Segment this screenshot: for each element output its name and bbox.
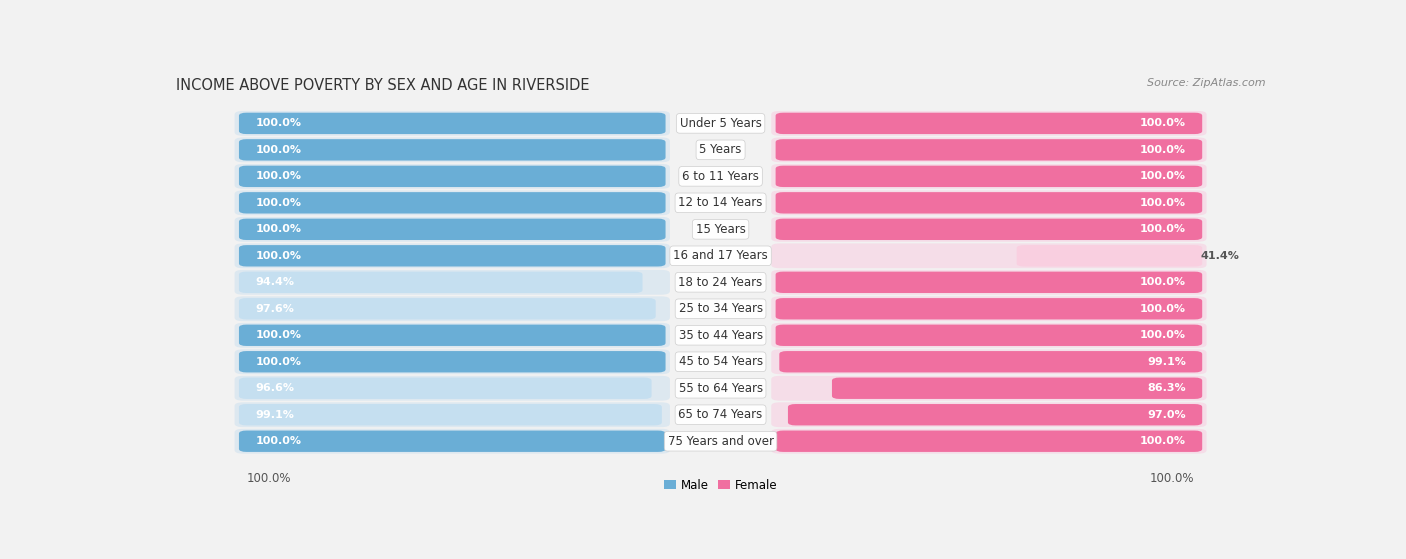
Text: 100.0%: 100.0% <box>256 145 301 155</box>
FancyBboxPatch shape <box>772 349 1206 374</box>
Text: 100.0%: 100.0% <box>1150 472 1195 485</box>
Text: 100.0%: 100.0% <box>1140 330 1185 340</box>
FancyBboxPatch shape <box>235 164 669 189</box>
FancyBboxPatch shape <box>776 139 1202 160</box>
FancyBboxPatch shape <box>776 113 1202 134</box>
FancyBboxPatch shape <box>235 217 669 241</box>
Text: 55 to 64 Years: 55 to 64 Years <box>679 382 762 395</box>
FancyBboxPatch shape <box>239 113 665 134</box>
FancyBboxPatch shape <box>239 404 662 425</box>
Text: 100.0%: 100.0% <box>256 330 301 340</box>
Text: 100.0%: 100.0% <box>1140 224 1185 234</box>
FancyBboxPatch shape <box>235 191 669 215</box>
FancyBboxPatch shape <box>239 325 665 346</box>
FancyBboxPatch shape <box>772 138 1206 162</box>
Text: INCOME ABOVE POVERTY BY SEX AND AGE IN RIVERSIDE: INCOME ABOVE POVERTY BY SEX AND AGE IN R… <box>176 78 589 93</box>
Text: 35 to 44 Years: 35 to 44 Years <box>679 329 762 342</box>
FancyBboxPatch shape <box>239 165 665 187</box>
Text: 75 Years and over: 75 Years and over <box>668 435 773 448</box>
FancyBboxPatch shape <box>787 404 1202 425</box>
FancyBboxPatch shape <box>235 138 669 162</box>
Text: 94.4%: 94.4% <box>256 277 294 287</box>
Text: 45 to 54 Years: 45 to 54 Years <box>679 356 762 368</box>
Text: 100.0%: 100.0% <box>256 357 301 367</box>
FancyBboxPatch shape <box>235 296 669 321</box>
Text: 97.6%: 97.6% <box>256 304 294 314</box>
FancyBboxPatch shape <box>239 298 655 320</box>
Text: 100.0%: 100.0% <box>256 198 301 208</box>
Text: 5 Years: 5 Years <box>699 143 742 157</box>
Text: 100.0%: 100.0% <box>1140 172 1185 181</box>
Text: 100.0%: 100.0% <box>246 472 291 485</box>
FancyBboxPatch shape <box>772 376 1206 401</box>
Text: 100.0%: 100.0% <box>256 172 301 181</box>
Text: 18 to 24 Years: 18 to 24 Years <box>679 276 762 289</box>
FancyBboxPatch shape <box>239 245 665 267</box>
Text: 86.3%: 86.3% <box>1147 383 1185 393</box>
FancyBboxPatch shape <box>776 272 1202 293</box>
Text: 100.0%: 100.0% <box>1140 277 1185 287</box>
FancyBboxPatch shape <box>239 377 651 399</box>
Text: 99.1%: 99.1% <box>1147 357 1185 367</box>
Text: 97.0%: 97.0% <box>1147 410 1185 420</box>
Text: 100.0%: 100.0% <box>256 436 301 446</box>
Text: 100.0%: 100.0% <box>256 224 301 234</box>
FancyBboxPatch shape <box>779 351 1202 372</box>
Text: 100.0%: 100.0% <box>1140 304 1185 314</box>
FancyBboxPatch shape <box>239 430 665 452</box>
FancyBboxPatch shape <box>235 402 669 427</box>
FancyBboxPatch shape <box>776 219 1202 240</box>
FancyBboxPatch shape <box>772 323 1206 348</box>
FancyBboxPatch shape <box>239 139 665 160</box>
FancyBboxPatch shape <box>772 402 1206 427</box>
FancyBboxPatch shape <box>772 191 1206 215</box>
Text: 16 and 17 Years: 16 and 17 Years <box>673 249 768 262</box>
FancyBboxPatch shape <box>772 164 1206 189</box>
FancyBboxPatch shape <box>772 217 1206 241</box>
FancyBboxPatch shape <box>235 376 669 401</box>
Legend: Male, Female: Male, Female <box>664 479 778 491</box>
FancyBboxPatch shape <box>239 351 665 372</box>
Text: 15 Years: 15 Years <box>696 223 745 236</box>
Text: 96.6%: 96.6% <box>256 383 294 393</box>
FancyBboxPatch shape <box>235 270 669 295</box>
FancyBboxPatch shape <box>772 296 1206 321</box>
Text: 100.0%: 100.0% <box>1140 145 1185 155</box>
FancyBboxPatch shape <box>776 325 1202 346</box>
FancyBboxPatch shape <box>235 111 669 136</box>
Text: 65 to 74 Years: 65 to 74 Years <box>679 408 762 421</box>
Text: Source: ZipAtlas.com: Source: ZipAtlas.com <box>1147 78 1265 88</box>
FancyBboxPatch shape <box>832 377 1202 399</box>
FancyBboxPatch shape <box>772 243 1206 268</box>
FancyBboxPatch shape <box>235 349 669 374</box>
FancyBboxPatch shape <box>1017 245 1202 267</box>
FancyBboxPatch shape <box>776 430 1202 452</box>
FancyBboxPatch shape <box>235 323 669 348</box>
FancyBboxPatch shape <box>239 272 643 293</box>
Text: 41.4%: 41.4% <box>1201 251 1239 261</box>
Text: Under 5 Years: Under 5 Years <box>679 117 762 130</box>
FancyBboxPatch shape <box>776 192 1202 214</box>
Text: 100.0%: 100.0% <box>1140 436 1185 446</box>
FancyBboxPatch shape <box>772 270 1206 295</box>
Text: 6 to 11 Years: 6 to 11 Years <box>682 170 759 183</box>
Text: 100.0%: 100.0% <box>256 251 301 261</box>
FancyBboxPatch shape <box>776 165 1202 187</box>
FancyBboxPatch shape <box>239 192 665 214</box>
FancyBboxPatch shape <box>776 298 1202 320</box>
Text: 100.0%: 100.0% <box>1140 198 1185 208</box>
FancyBboxPatch shape <box>772 111 1206 136</box>
Text: 12 to 14 Years: 12 to 14 Years <box>678 196 763 209</box>
FancyBboxPatch shape <box>772 429 1206 454</box>
FancyBboxPatch shape <box>239 219 665 240</box>
Text: 25 to 34 Years: 25 to 34 Years <box>679 302 762 315</box>
Text: 100.0%: 100.0% <box>1140 119 1185 129</box>
FancyBboxPatch shape <box>235 429 669 454</box>
Text: 99.1%: 99.1% <box>256 410 294 420</box>
Text: 100.0%: 100.0% <box>256 119 301 129</box>
FancyBboxPatch shape <box>235 243 669 268</box>
